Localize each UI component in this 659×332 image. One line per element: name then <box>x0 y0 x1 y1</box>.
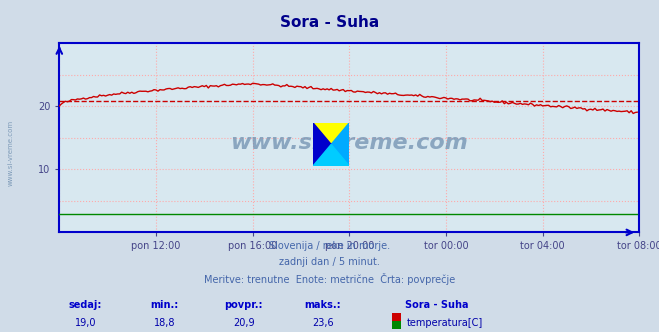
Text: Sora - Suha: Sora - Suha <box>280 15 379 30</box>
Text: povpr.:: povpr.: <box>225 300 263 310</box>
Text: sedaj:: sedaj: <box>69 300 102 310</box>
Text: zadnji dan / 5 minut.: zadnji dan / 5 minut. <box>279 257 380 267</box>
Polygon shape <box>313 123 349 144</box>
Text: min.:: min.: <box>151 300 179 310</box>
Text: maks.:: maks.: <box>304 300 341 310</box>
Text: Slovenija / reke in morje.: Slovenija / reke in morje. <box>269 241 390 251</box>
Text: 23,6: 23,6 <box>312 318 333 328</box>
Text: 19,0: 19,0 <box>75 318 96 328</box>
Text: www.si-vreme.com: www.si-vreme.com <box>8 120 14 186</box>
Polygon shape <box>331 123 349 166</box>
Polygon shape <box>313 144 349 166</box>
Text: www.si-vreme.com: www.si-vreme.com <box>231 133 468 153</box>
Text: Sora - Suha: Sora - Suha <box>405 300 469 310</box>
Text: Meritve: trenutne  Enote: metrične  Črta: povprečje: Meritve: trenutne Enote: metrične Črta: … <box>204 273 455 285</box>
Text: 20,9: 20,9 <box>233 318 254 328</box>
Text: 18,8: 18,8 <box>154 318 175 328</box>
Text: temperatura[C]: temperatura[C] <box>407 318 484 328</box>
Polygon shape <box>313 123 331 166</box>
